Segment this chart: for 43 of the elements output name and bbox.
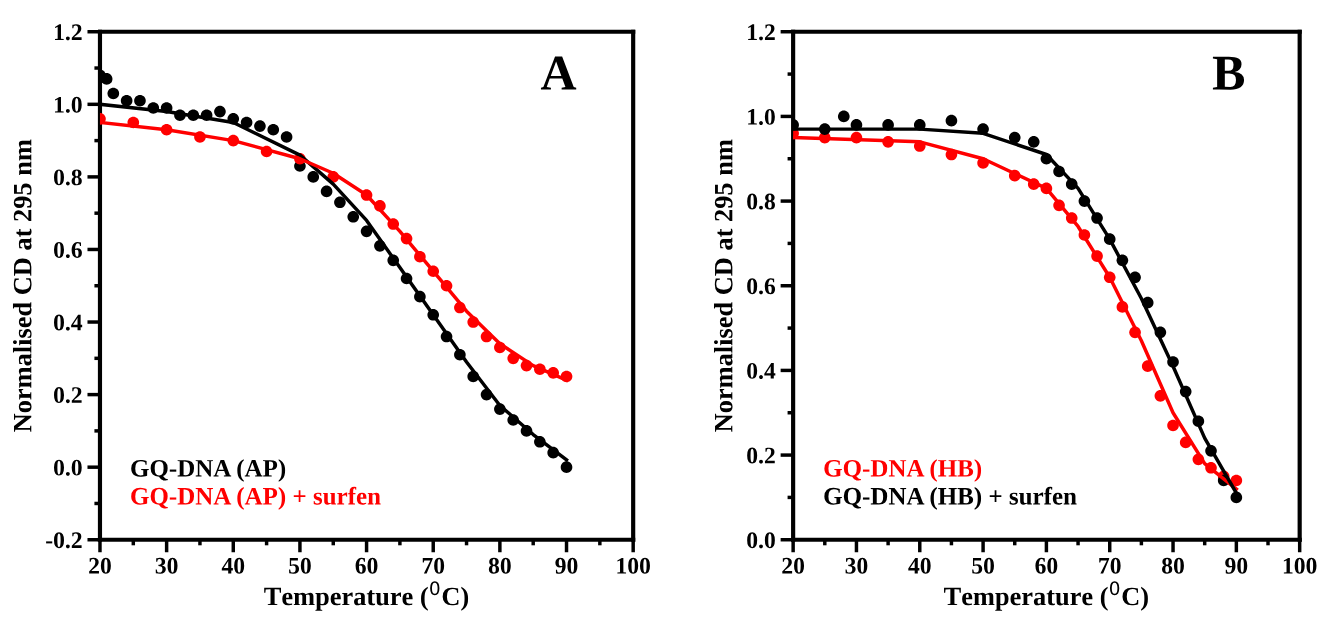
x-tick-label: 60 [1035, 557, 1058, 574]
x-tick-label: 70 [1099, 557, 1121, 574]
y-tick-label: 1.2 [748, 24, 775, 41]
y-tick-label: 0.2 [747, 447, 775, 464]
y-tick-label: 1.0 [748, 108, 775, 125]
y-tick-label: 0.2 [54, 387, 82, 404]
x-axis-title: Temperature ($^{0}$C) [944, 581, 1148, 611]
annotation: B [1212, 56, 1245, 90]
y-tick-label: 0.6 [747, 278, 776, 295]
y-tick-label: 0.6 [54, 241, 82, 258]
x-tick-label: 100 [617, 557, 650, 574]
x-tick-label: 70 [422, 557, 445, 574]
x-tick-label: 30 [155, 557, 178, 574]
text: GQ-DNA (AP) [131, 459, 286, 482]
x-axis-title: Temperature ($^{0}$C) [264, 581, 469, 611]
x-tick-label: 30 [845, 557, 868, 574]
x-tick-label: 50 [972, 557, 994, 574]
text: GQ-DNA (HB) + surfen [824, 486, 1077, 510]
y-tick-label: 0.0 [54, 459, 82, 476]
y-tick-label: -0.2 [46, 532, 82, 549]
annotation: A [540, 56, 577, 90]
y-tick-label: 0.4 [54, 314, 83, 331]
x-tick-label: 60 [355, 557, 378, 574]
text: GQ-DNA (HB) [824, 459, 982, 482]
x-tick-label: 40 [221, 557, 245, 574]
x-tick-label: 100 [1283, 557, 1317, 574]
x-tick-label: 90 [555, 557, 578, 574]
x-tick-label: 50 [289, 557, 311, 574]
y-tick-label: 0.8 [747, 193, 775, 210]
text: GQ-DNA (AP) + surfen [131, 486, 381, 510]
x-tick-label: 40 [908, 557, 931, 574]
y-tick-label: 0.4 [747, 362, 776, 379]
x-tick-label: 20 [89, 557, 111, 574]
y-tick-label: 0.8 [54, 169, 82, 186]
y-tick-label: 0.0 [747, 532, 775, 549]
y-tick-label: 1.0 [54, 96, 82, 113]
y-axis-title: Normalised CD at 295 nm [12, 139, 32, 432]
y-tick-label: 1.2 [54, 24, 82, 41]
x-tick-label: 80 [488, 557, 511, 574]
x-tick-label: 20 [782, 557, 805, 574]
y-axis-title: Normalised CD at 295 nm [714, 139, 733, 432]
x-tick-label: 80 [1162, 557, 1184, 574]
x-tick-label: 90 [1225, 557, 1248, 574]
